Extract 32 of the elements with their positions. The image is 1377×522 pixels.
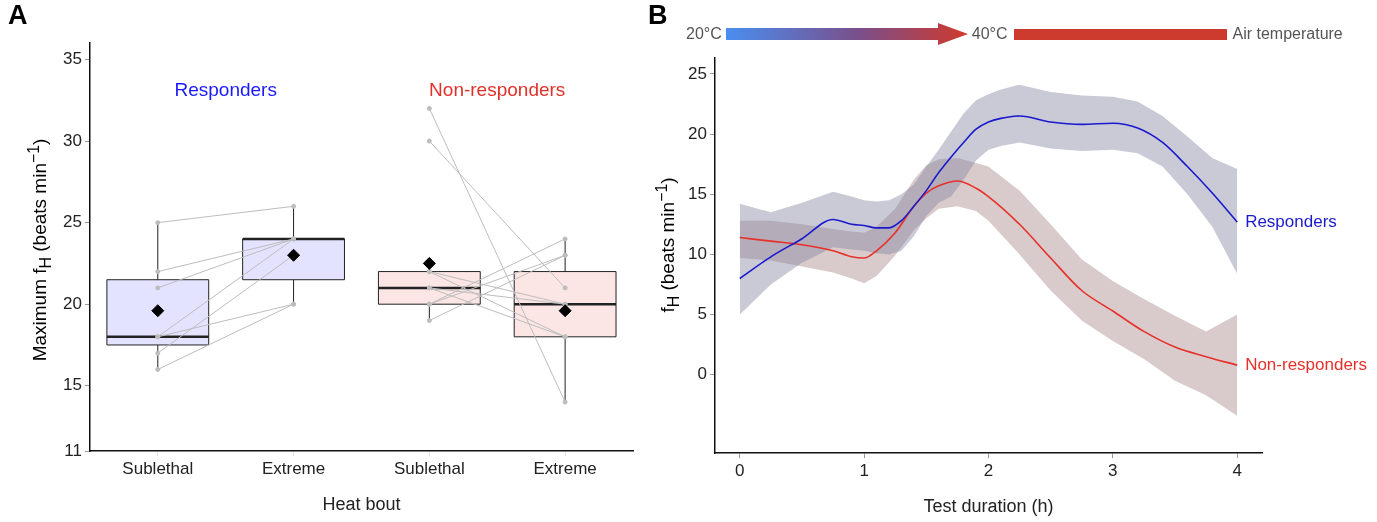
text: Air temperature <box>1232 25 1343 43</box>
series-label: Responders <box>1245 211 1337 231</box>
x-tick-label: Sublethal <box>393 458 465 478</box>
text: 40°C <box>971 25 1008 43</box>
text: Responders <box>174 79 277 101</box>
x-axis-title: Test duration (h) <box>923 496 1054 517</box>
x-tick-label: 2 <box>983 460 994 480</box>
x-tick-label: Sublethal <box>122 458 194 478</box>
y-tick-label: 25 <box>62 212 82 232</box>
x-tick-label: 4 <box>1232 460 1242 480</box>
y-tick-label: 5 <box>697 304 707 324</box>
y-tick-label: 15 <box>62 375 82 395</box>
x-tick-label: 0 <box>735 460 745 480</box>
y-tick-label: 25 <box>687 63 707 83</box>
x-axis-title: Heat bout <box>322 494 401 515</box>
y-tick-label: 15 <box>687 183 707 203</box>
y-tick-label: 30 <box>62 130 82 150</box>
y-tick-label: 10 <box>687 244 707 264</box>
y-tick-label: 0 <box>697 364 707 384</box>
x-tick-label: 1 <box>859 460 869 480</box>
text: Non-responders <box>429 79 566 101</box>
series-label: Non-responders <box>1245 354 1368 374</box>
chart-title: A <box>8 0 28 31</box>
x-tick-label: Extreme <box>533 458 597 478</box>
y-tick-label: 20 <box>62 293 82 313</box>
text: 20°C <box>686 25 722 43</box>
y-tick-label: 35 <box>62 49 82 69</box>
y-tick-label: 11 <box>64 440 82 460</box>
y-tick-label: 20 <box>687 123 707 143</box>
x-tick-label: 3 <box>1108 460 1118 480</box>
chart-title: B <box>648 0 668 31</box>
x-tick-label: Extreme <box>261 458 326 478</box>
